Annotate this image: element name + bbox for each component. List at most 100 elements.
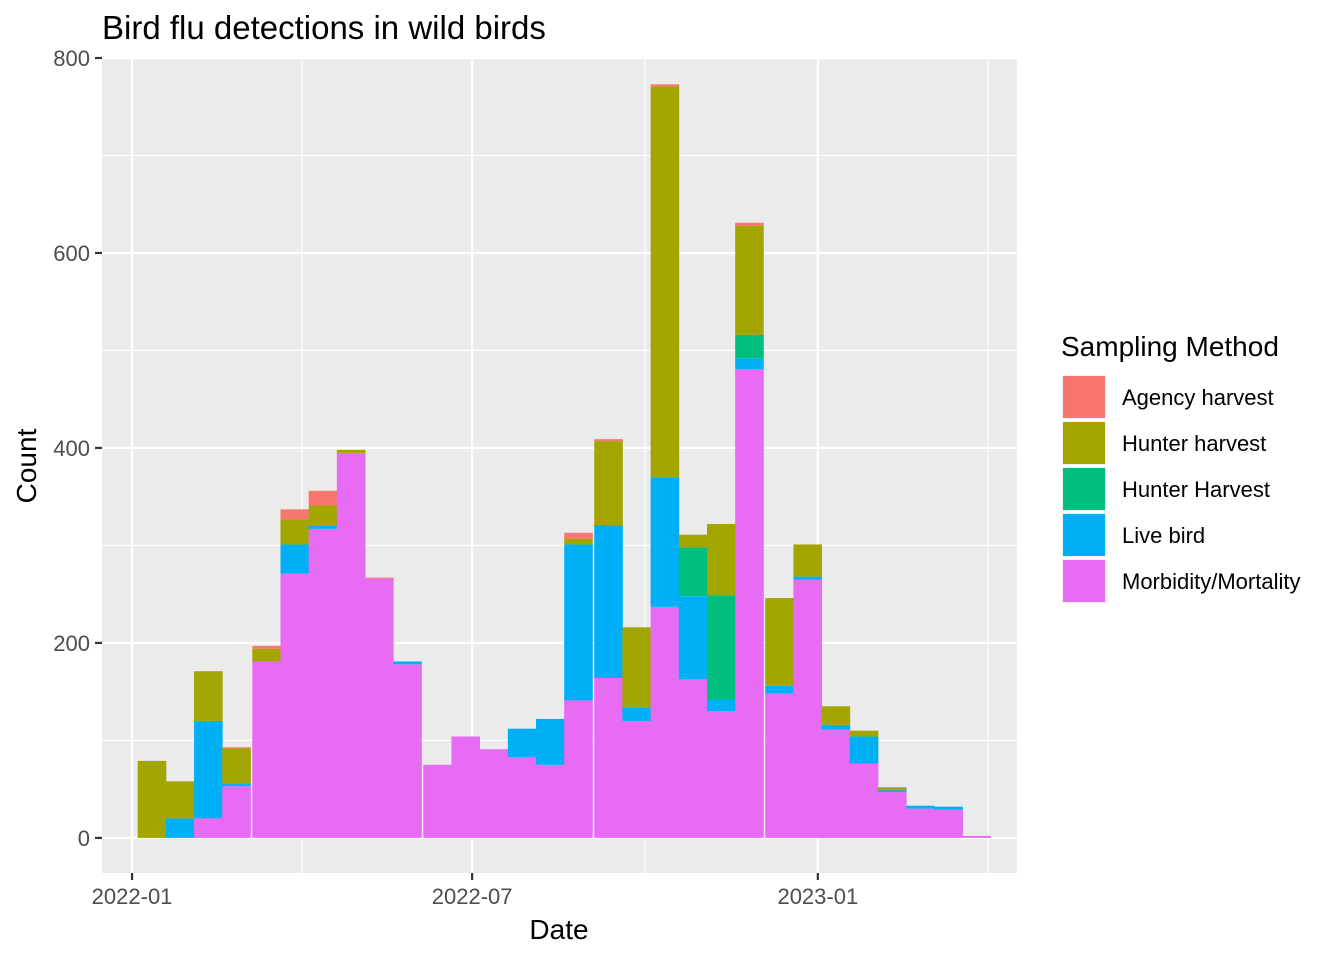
- bar-segment: [706, 595, 736, 700]
- bar-segment: [194, 671, 223, 721]
- bar-segment: [479, 749, 509, 838]
- bar-segment: [165, 781, 195, 819]
- bar-segment: [793, 576, 822, 580]
- bar-segment: [678, 678, 708, 838]
- x-axis: 2022-01 2022-07 2023-01: [92, 873, 858, 909]
- bar-segment: [194, 818, 223, 838]
- chart-title: Bird flu detections in wild birds: [102, 9, 546, 46]
- bar-segment: [793, 544, 822, 577]
- bar-segment: [336, 452, 366, 838]
- bar-segment: [252, 661, 281, 838]
- bar-segment: [222, 783, 251, 787]
- bar-segment: [849, 763, 879, 838]
- bar-segment: [877, 792, 907, 838]
- bar-segment: [934, 809, 963, 838]
- y-tick-label: 200: [53, 631, 90, 656]
- bar-segment: [137, 760, 167, 838]
- bar-segment: [877, 787, 907, 791]
- bar-segment: [536, 764, 565, 838]
- bar-segment: [252, 648, 281, 662]
- bar-segment: [650, 606, 680, 838]
- bar-segment: [308, 490, 338, 506]
- bar-segment: [650, 86, 680, 478]
- legend-label: Morbidity/Mortality: [1122, 569, 1300, 594]
- bar-segment: [735, 334, 764, 359]
- bar-segment: [280, 573, 310, 838]
- y-axis-title: Count: [11, 428, 42, 503]
- bars: [137, 84, 992, 838]
- bar-segment: [194, 720, 223, 819]
- bar-segment: [222, 748, 251, 784]
- y-tick-label: 800: [53, 46, 90, 71]
- x-tick-label: 2022-07: [432, 884, 513, 909]
- bar-segment: [365, 577, 394, 579]
- bar-segment: [678, 596, 708, 679]
- bar-segment: [280, 519, 310, 545]
- bar-segment: [222, 747, 251, 749]
- legend-swatch: [1063, 514, 1105, 556]
- bar-segment: [622, 627, 652, 708]
- bar-segment: [765, 598, 794, 686]
- bar-segment: [650, 477, 680, 607]
- legend-label: Hunter Harvest: [1122, 477, 1270, 502]
- bar-segment: [735, 225, 764, 335]
- bar-segment: [222, 786, 251, 838]
- bar-segment: [821, 724, 851, 730]
- bar-segment: [564, 544, 593, 701]
- bar-segment: [564, 700, 593, 838]
- legend-swatch: [1063, 422, 1105, 464]
- y-tick-label: 600: [53, 241, 90, 266]
- bar-segment: [735, 368, 764, 838]
- bar-segment: [849, 736, 879, 764]
- bar-segment: [622, 707, 652, 721]
- bar-segment: [906, 808, 935, 838]
- bar-segment: [821, 729, 851, 838]
- bar-segment: [308, 528, 338, 838]
- x-tick-label: 2023-01: [777, 884, 858, 909]
- bar-segment: [507, 728, 537, 757]
- bar-segment: [678, 547, 708, 597]
- bar-segment: [934, 806, 963, 810]
- bar-segment: [735, 222, 764, 226]
- legend-label: Live bird: [1122, 523, 1205, 548]
- legend: Sampling Method Agency harvest Hunter har…: [1061, 331, 1300, 603]
- bar-segment: [280, 544, 310, 574]
- bar-segment: [564, 538, 593, 545]
- bar-segment: [165, 818, 195, 838]
- bar-segment: [821, 706, 851, 725]
- bar-segment: [507, 756, 537, 838]
- bar-segment: [765, 685, 794, 694]
- bar-segment: [906, 805, 935, 809]
- legend-swatch: [1063, 376, 1105, 418]
- y-tick-label: 400: [53, 436, 90, 461]
- bar-segment: [365, 578, 394, 838]
- bar-segment: [336, 449, 366, 453]
- bar-segment: [594, 441, 623, 525]
- legend-swatch: [1063, 560, 1105, 602]
- bar-segment: [451, 736, 481, 838]
- bar-segment: [735, 358, 764, 369]
- bar-segment: [962, 835, 992, 838]
- legend-title: Sampling Method: [1061, 331, 1279, 362]
- y-axis: 0 200 400 600 800: [53, 46, 102, 851]
- bar-segment: [280, 509, 310, 520]
- bar-segment: [793, 579, 822, 838]
- legend-swatch: [1063, 468, 1105, 510]
- bar-segment: [594, 678, 623, 838]
- legend-label: Hunter harvest: [1122, 431, 1266, 456]
- bar-segment: [564, 532, 593, 539]
- bar-segment: [765, 693, 794, 838]
- bar-segment: [849, 730, 879, 737]
- bar-segment: [877, 790, 907, 793]
- bar-segment: [252, 645, 281, 649]
- y-tick-label: 0: [78, 826, 90, 851]
- bar-segment: [594, 524, 623, 679]
- bar-segment: [393, 661, 422, 665]
- bar-segment: [393, 664, 422, 838]
- bar-segment: [536, 718, 565, 765]
- bar-segment: [308, 505, 338, 526]
- x-axis-title: Date: [529, 914, 588, 945]
- bar-segment: [706, 699, 736, 712]
- bar-segment: [594, 439, 623, 442]
